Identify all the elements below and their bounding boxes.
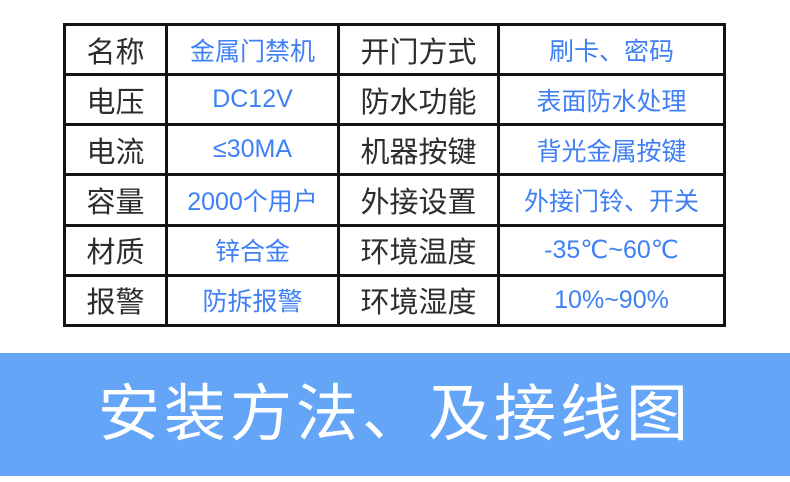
spec-label: 电流 xyxy=(63,123,168,177)
spec-value: 2000个用户 xyxy=(165,173,340,227)
spec-row-name: 名称 金属门禁机 开门方式 刷卡、密码 xyxy=(63,22,726,77)
section-banner: 安装方法、及接线图 xyxy=(0,353,790,476)
spec-value: DC12V xyxy=(165,73,340,127)
spec-value: 锌合金 xyxy=(165,223,340,277)
spec-row-current: 电流 ≤30MA 机器按键 背光金属按键 xyxy=(63,123,726,177)
spec-label: 环境湿度 xyxy=(337,273,500,328)
spec-label: 环境温度 xyxy=(337,223,500,277)
spec-value: -35℃~60℃ xyxy=(497,223,726,277)
spec-value: 外接门铃、开关 xyxy=(497,173,726,227)
spec-label: 报警 xyxy=(63,273,168,328)
spec-row-material: 材质 锌合金 环境温度 -35℃~60℃ xyxy=(63,223,726,277)
spec-label: 名称 xyxy=(63,22,168,77)
spec-value: 防拆报警 xyxy=(165,273,340,328)
spec-value: 表面防水处理 xyxy=(497,73,726,127)
spec-label: 开门方式 xyxy=(337,22,500,77)
spec-label: 防水功能 xyxy=(337,73,500,127)
spec-row-voltage: 电压 DC12V 防水功能 表面防水处理 xyxy=(63,73,726,127)
spec-value: 10%~90% xyxy=(497,273,726,328)
spec-label: 容量 xyxy=(63,173,168,227)
spec-row-capacity: 容量 2000个用户 外接设置 外接门铃、开关 xyxy=(63,173,726,227)
spec-label: 电压 xyxy=(63,73,168,127)
spec-label: 机器按键 xyxy=(337,123,500,177)
spec-value: 背光金属按键 xyxy=(497,123,726,177)
section-banner-title: 安装方法、及接线图 xyxy=(97,379,692,449)
spec-table: 名称 金属门禁机 开门方式 刷卡、密码 电压 DC12V 防水功能 表面防水处理… xyxy=(63,22,726,328)
spec-value: 刷卡、密码 xyxy=(497,22,726,77)
spec-value: 金属门禁机 xyxy=(165,22,340,77)
spec-label: 外接设置 xyxy=(337,173,500,227)
spec-row-alarm: 报警 防拆报警 环境湿度 10%~90% xyxy=(63,273,726,328)
spec-value: ≤30MA xyxy=(165,123,340,177)
spec-label: 材质 xyxy=(63,223,168,277)
